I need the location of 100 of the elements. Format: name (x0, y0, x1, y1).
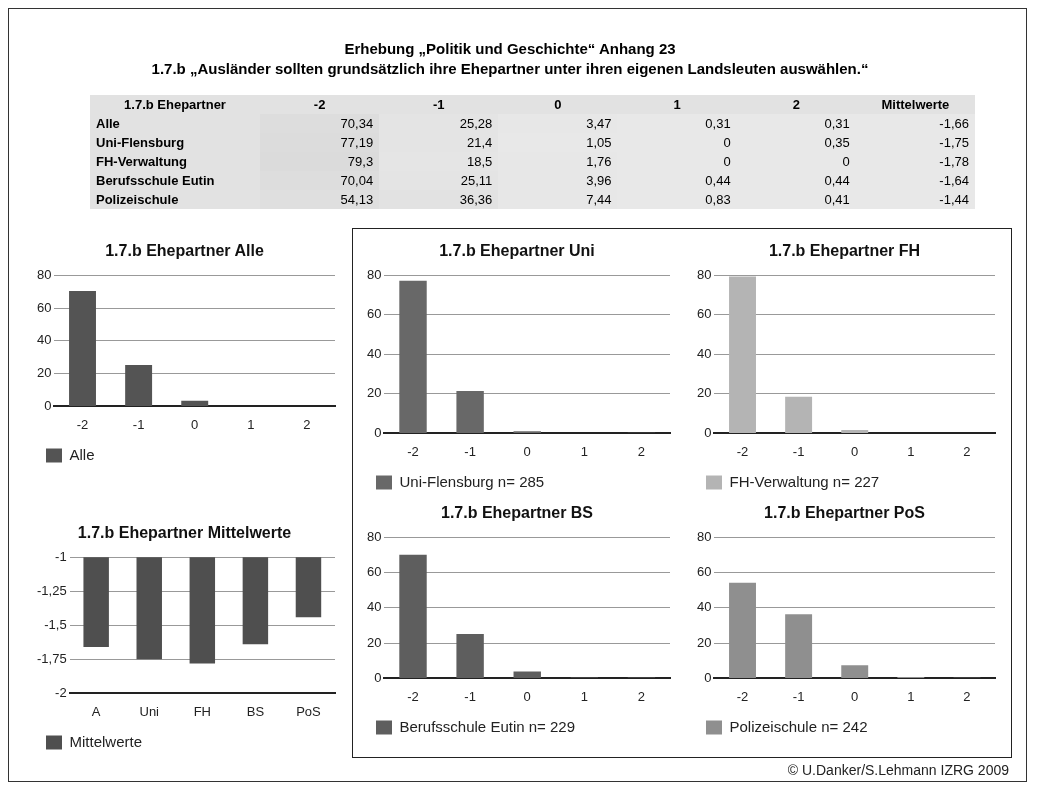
x-tick-label: 1 (907, 688, 915, 704)
x-tick-label: 1 (672, 96, 682, 114)
data-label: 77,19 (260, 133, 380, 152)
data-label: 3,96 (498, 171, 618, 190)
bar (785, 396, 813, 433)
x-tick-label: 1 (580, 688, 588, 704)
bar (841, 429, 869, 433)
y-tick-label: Alle (95, 115, 121, 133)
data-label: 36,36 (379, 190, 499, 209)
data-label: 25,28 (379, 114, 499, 133)
y-tick-label: 20 (36, 365, 52, 381)
x-tick-label: 1 (247, 416, 255, 432)
x-tick-label: -2 (736, 688, 749, 704)
x-tick-label: -1 (464, 443, 476, 459)
y-tick-label: 40 (696, 599, 712, 615)
legend-label: Uni-Flensburg n= 285 (399, 472, 545, 490)
data-label: 3,47 (498, 114, 618, 133)
x-tick-label: 0 (851, 688, 859, 704)
y-tick-label: 80 (696, 528, 712, 544)
data-label: 0,44 (617, 171, 737, 190)
y-tick-label: 40 (366, 345, 382, 361)
y-tick-label: -1,5 (44, 616, 67, 632)
bar (125, 364, 153, 406)
data-label: 1,05 (498, 133, 618, 152)
x-tick-label: 2 (963, 443, 971, 459)
data-label: -1,66 (855, 114, 975, 133)
chart-title: 1.7.b Ehepartner PoS (764, 504, 926, 522)
data-label: 21,4 (379, 133, 499, 152)
data-label: 0 (617, 133, 737, 152)
y-tick-label: Berufsschule Eutin (95, 172, 216, 190)
y-tick-label: 80 (696, 266, 712, 282)
y-tick-label: 80 (366, 266, 382, 282)
x-tick-label: PoS (296, 703, 322, 719)
x-tick-label: -2 (76, 416, 89, 432)
data-label: 70,04 (260, 171, 380, 190)
data-label: 79,3 (260, 152, 380, 171)
legend-label: Mittelwerte (69, 732, 143, 750)
chart-title: 1.7.b Ehepartner Uni (439, 242, 595, 260)
bar (729, 276, 756, 433)
y-tick-label: -1,25 (36, 582, 67, 598)
legend-label: FH-Verwaltung n= 227 (729, 472, 880, 490)
y-tick-label: 80 (36, 266, 52, 282)
bar (399, 554, 427, 678)
x-tick-label: -1 (464, 688, 476, 704)
bar (181, 400, 209, 406)
data-label: 0,31 (617, 114, 737, 133)
x-tick-label: Mittelwerte (880, 96, 951, 114)
y-tick-label: -1 (55, 548, 67, 564)
data-label: 0,83 (617, 190, 737, 209)
x-tick-label: -1 (792, 688, 805, 704)
bar (69, 291, 96, 406)
x-tick-label: -2 (312, 96, 327, 114)
bar (513, 671, 541, 678)
x-tick-label: FH (193, 703, 211, 719)
x-tick-label: 2 (637, 688, 646, 704)
chart-title: 1.7.b Ehepartner Mittelwerte (77, 524, 292, 542)
x-tick-label: 0 (523, 443, 531, 459)
x-tick-label: A (91, 703, 101, 719)
y-tick-label: -1,75 (36, 650, 67, 666)
x-tick-label: 0 (553, 96, 563, 114)
y-tick-label: 20 (696, 634, 712, 650)
data-label: 18,5 (379, 152, 499, 171)
data-label: 70,34 (260, 114, 380, 133)
chart-title: Erhebung „Politik und Geschichte“ Anhang 23 (343, 40, 677, 57)
data-label: 54,13 (260, 190, 380, 209)
x-tick-label: 2 (303, 416, 311, 432)
x-tick-label: 0 (523, 688, 531, 704)
x-tick-label: -2 (736, 443, 749, 459)
x-tick-label: -1 (792, 443, 805, 459)
x-tick-label: 2 (791, 96, 801, 114)
y-tick-label: 40 (36, 332, 52, 348)
x-tick-label: 1 (907, 443, 915, 459)
x-tick-label: 0 (851, 443, 859, 459)
y-tick-label: 80 (366, 528, 382, 544)
chart-title: 1.7.b Ehepartner Alle (105, 242, 264, 260)
data-label: 0,41 (736, 190, 856, 209)
y-tick-label: 20 (366, 634, 382, 650)
data-label: 25,11 (379, 171, 499, 190)
y-tick-label: Polizeischule (95, 191, 180, 209)
x-tick-label: -1 (431, 96, 446, 114)
chart-title: 1.7.b Ehepartner FH (768, 242, 921, 260)
y-tick-label: 60 (366, 306, 382, 322)
x-tick-label: -2 (407, 688, 419, 704)
data-label: -1,64 (855, 171, 975, 190)
bar (841, 665, 869, 678)
y-tick-label: 20 (696, 385, 712, 401)
y-tick-label: 20 (366, 385, 382, 401)
y-tick-label: 0 (704, 669, 712, 685)
text: © U.Danker/S.Lehmann IZRG 2009 (787, 762, 1009, 778)
x-tick-label: Uni (139, 703, 160, 719)
data-label: 7,44 (498, 190, 618, 209)
y-tick-label: FH-Verwaltung (95, 153, 188, 171)
data-label: 0 (736, 152, 856, 171)
chart-subtitle: 1.7.b „Ausländer sollten grundsätzlich ihre Ehepartner unter ihren eigenen Landsleuten auswählen.“ (150, 60, 870, 77)
legend-label: Alle (69, 445, 95, 463)
y-tick-label: Uni-Flensburg (95, 134, 186, 152)
data-label: -1,75 (855, 133, 975, 152)
legend-label: Polizeischule n= 242 (729, 717, 868, 735)
x-tick-label: BS (246, 703, 265, 719)
y-axis-title: 1.7.b Ehepartner (123, 96, 227, 114)
